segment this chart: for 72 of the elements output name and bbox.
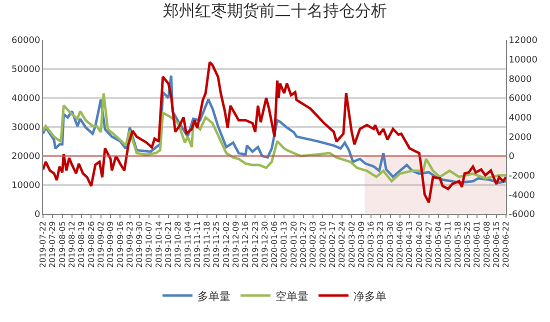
- y-tick-label: 60000: [12, 36, 40, 46]
- chart-title: 郑州红枣期货前二十名持仓分析: [163, 1, 387, 20]
- x-tick-label: 2020-03-30: [386, 221, 395, 268]
- x-tick-label: 2020-02-10: [318, 221, 328, 268]
- x-tick-label: 2020-06-01: [472, 221, 482, 268]
- x-tick-label: 2020-01-20: [289, 221, 298, 268]
- x-tick-label: 2019-10-28: [174, 221, 183, 268]
- x-tick-label: 2019-11-25: [212, 221, 222, 268]
- x-tick-label: 2019-09-09: [106, 221, 116, 268]
- x-tick-label: 2019-09-16: [116, 221, 125, 268]
- x-tick-label: 2019-10-07: [144, 221, 154, 268]
- x-tick-label: 2020-03-09: [356, 221, 366, 268]
- x-tick-label: 2020-01-27: [299, 221, 308, 268]
- y2-tick-label: -2000: [508, 171, 536, 182]
- y-tick-label: 30000: [12, 123, 40, 134]
- x-tick-label: 2019-08-05: [58, 221, 67, 268]
- x-tick-label: 2020-01-06: [270, 221, 280, 268]
- y2-tick-label: -4000: [508, 190, 536, 201]
- line-series: [43, 60, 506, 204]
- x-tick-label: 2020-02-03: [308, 221, 318, 268]
- x-tick-label: 2019-08-12: [68, 221, 77, 268]
- x-tick-label: 2020-03-23: [376, 221, 386, 268]
- x-tick-label: 2019-12-30: [260, 221, 270, 268]
- x-tick-label: 2019-11-18: [202, 221, 212, 268]
- x-tick-label: 2020-06-15: [492, 221, 501, 268]
- legend-label: 净多单: [354, 290, 386, 303]
- y2-tick-label: 8000: [508, 74, 532, 85]
- x-tick-label: 2020-05-11: [444, 221, 453, 268]
- x-tick-label: 2020-05-18: [453, 221, 462, 268]
- x-tick-label: 2020-04-27: [424, 221, 434, 268]
- x-tick-label: 2019-09-02: [96, 221, 106, 268]
- y-tick-label: 40000: [12, 94, 40, 104]
- x-tick-label: 2020-04-06: [396, 221, 404, 268]
- x-tick-label: 2020-04-20: [414, 221, 424, 268]
- x-tick-label: 2020-04-13: [405, 221, 414, 268]
- x-tick-label: 2020-02-24: [338, 221, 347, 268]
- x-tick-label: 2020-01-13: [280, 221, 289, 268]
- x-tick-label: 2019-10-21: [164, 221, 173, 268]
- x-tick-label: 2020-02-17: [328, 221, 337, 268]
- line-series: [43, 92, 506, 182]
- y2-tick-label: 4000: [508, 113, 532, 124]
- legend-label: 空单量: [276, 290, 308, 303]
- legend-label: 多单量: [198, 290, 230, 303]
- x-tick-label: 2019-12-23: [250, 221, 260, 268]
- y-tick-label: 10000: [12, 181, 40, 192]
- y2-tick-label: -6000: [508, 210, 536, 220]
- x-tick-label: 2019-12-16: [241, 221, 250, 268]
- x-tick-label: 2019-12-09: [232, 221, 241, 268]
- x-tick-label: 2019-08-19: [77, 221, 86, 268]
- x-tick-label: 2020-05-25: [463, 221, 472, 268]
- x-tick-label: 2019-07-22: [38, 221, 48, 268]
- y2-tick-label: 6000: [508, 94, 532, 104]
- x-tick-label: 2019-09-30: [135, 221, 144, 268]
- x-tick-label: 2019-12-02: [222, 221, 231, 268]
- x-tick-label: 2020-06-08: [482, 221, 492, 268]
- x-tick-label: 2020-05-04: [434, 221, 444, 268]
- y2-tick-label: 12000: [508, 36, 538, 46]
- x-tick-label: 2020-06-22: [502, 221, 511, 268]
- y-tick-label: 0: [34, 210, 40, 220]
- y-tick-label: 20000: [12, 152, 40, 162]
- x-tick-label: 2020-03-02: [347, 221, 356, 268]
- y-tick-label: 50000: [12, 65, 40, 76]
- x-tick-label: 2019-11-04: [183, 221, 192, 268]
- x-tick-label: 2020-03-16: [366, 221, 376, 268]
- x-tick-label: 2019-10-14: [154, 221, 164, 268]
- y2-tick-label: 2000: [508, 132, 532, 143]
- x-tick-label: 2019-09-23: [125, 221, 134, 268]
- x-tick-label: 2019-07-29: [48, 221, 58, 268]
- y2-tick-label: 10000: [508, 55, 538, 66]
- y2-tick-label: 0: [508, 152, 515, 162]
- x-tick-label: 2019-08-26: [86, 221, 96, 268]
- x-tick-label: 2019-11-11: [192, 221, 202, 268]
